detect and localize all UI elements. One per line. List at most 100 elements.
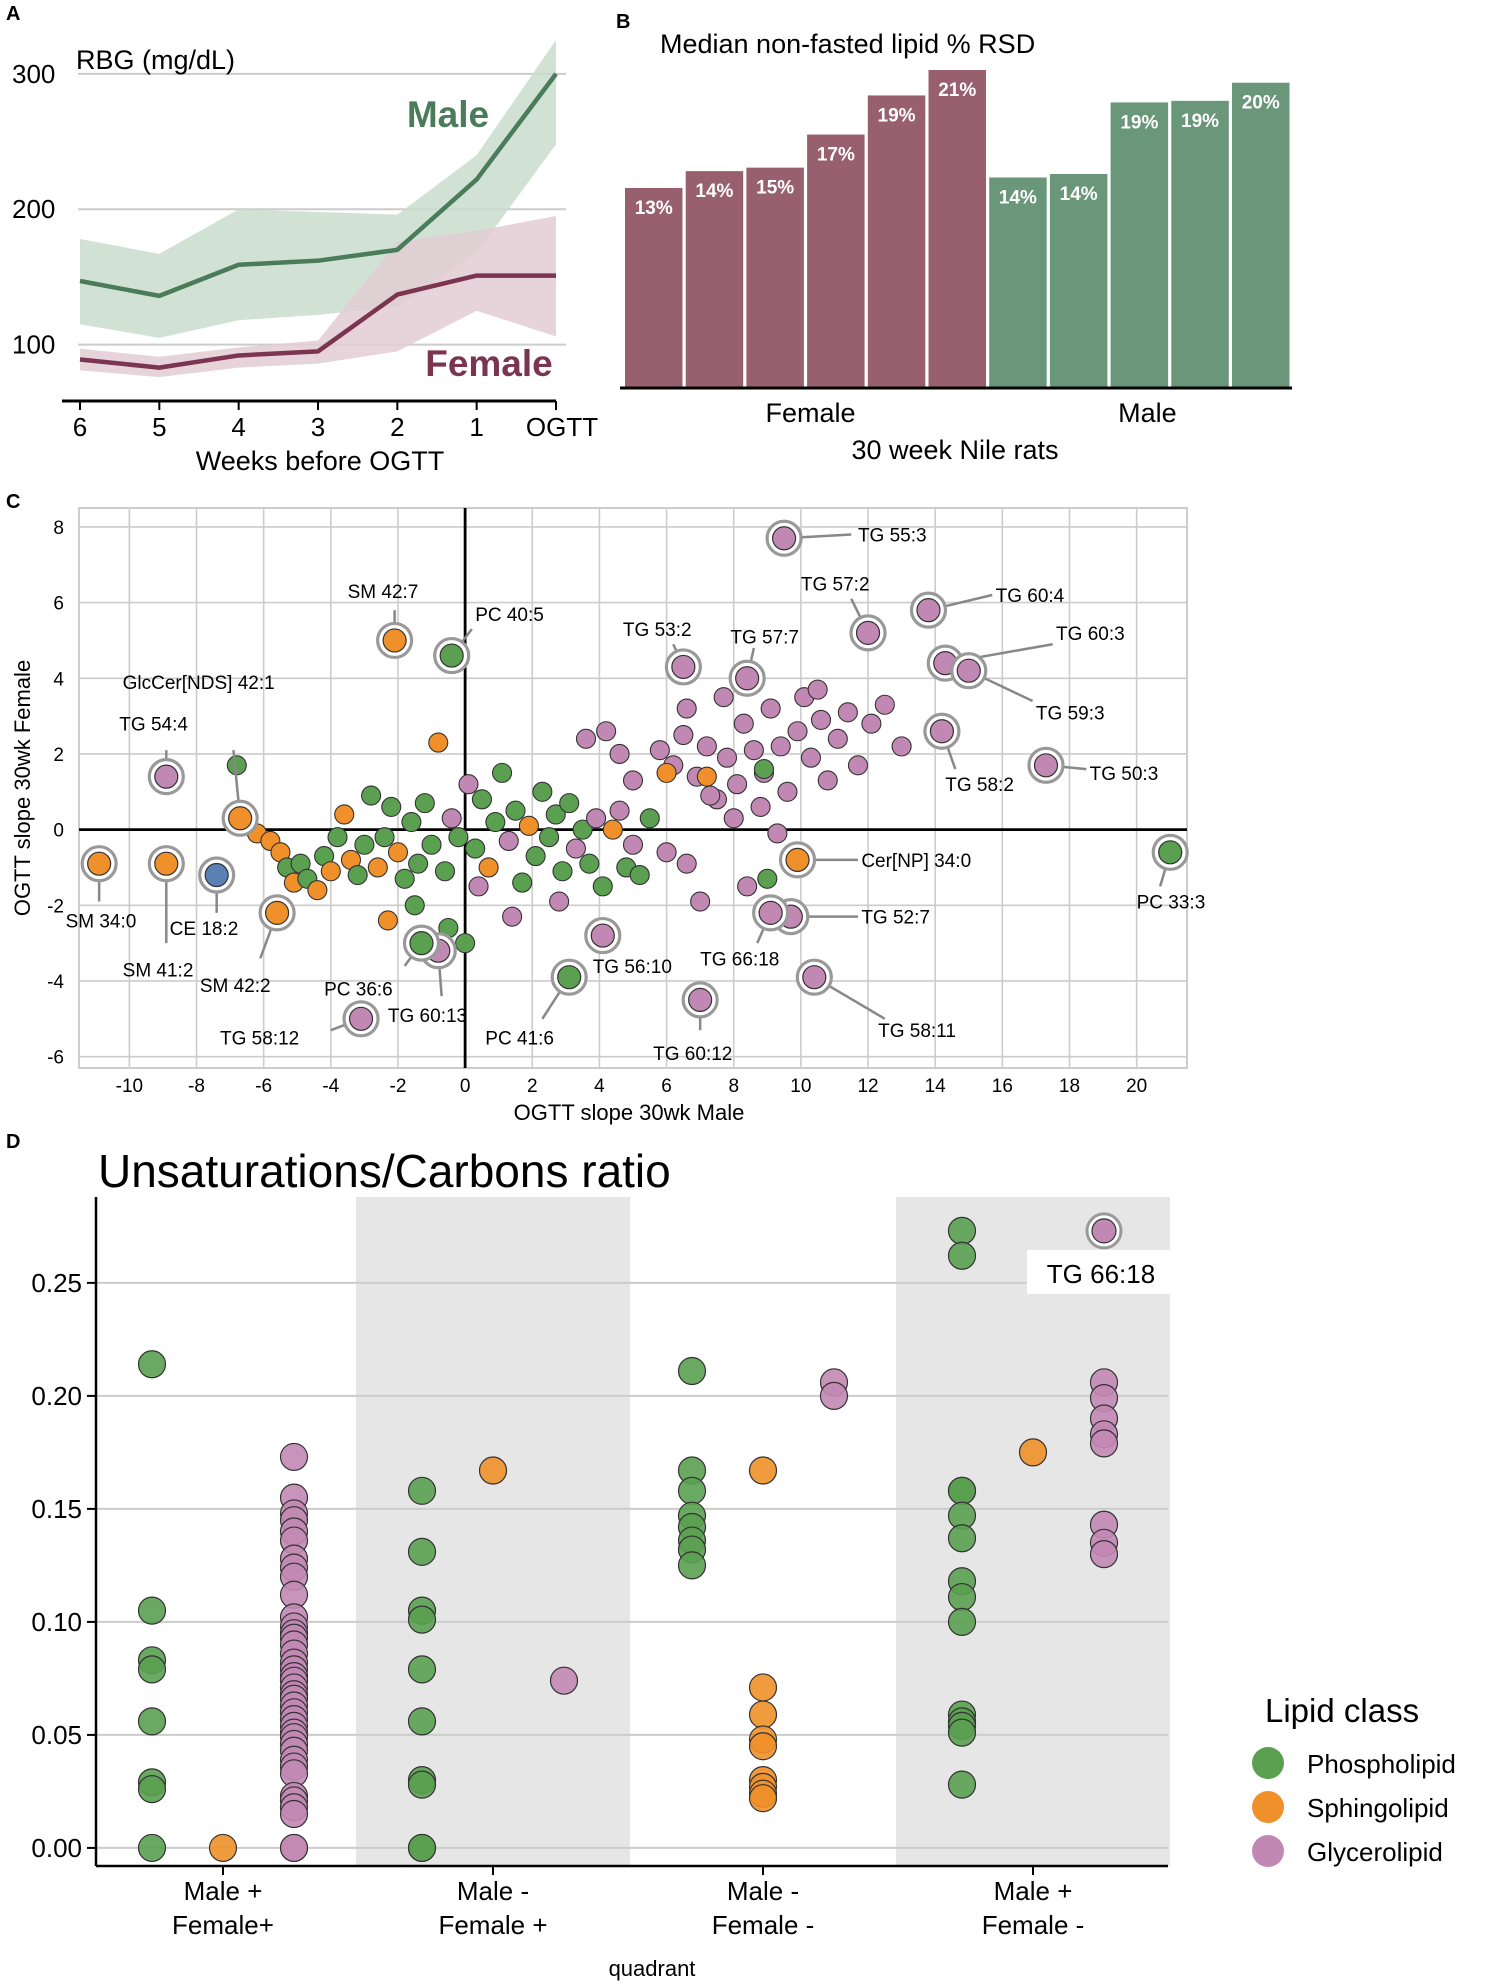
point-32 <box>465 838 486 859</box>
point-phospholipid-7 <box>137 1775 167 1804</box>
point-16 <box>354 834 375 855</box>
y-tick-0-20: 0.20 <box>31 1381 82 1411</box>
panel-a-x-label: Weeks before OGTT <box>196 446 445 476</box>
x-tick-3-line-2: Female - <box>712 1910 815 1940</box>
point-83 <box>861 713 882 734</box>
y-tick-0: 0 <box>53 821 64 842</box>
legend-items: Phospholipid Sphingolipid Glycerolipid <box>1252 1747 1456 1867</box>
legend-swatch-sphingolipid <box>1252 1791 1284 1823</box>
bar-male-3 <box>1110 102 1169 388</box>
highlight-point-pc-41-6 <box>557 965 582 990</box>
point-33 <box>471 789 492 810</box>
y-tick-4: 4 <box>53 669 64 690</box>
panel-letter-b: B <box>616 11 630 33</box>
shade-quadrant-2 <box>356 1197 630 1866</box>
point-42 <box>532 781 553 802</box>
bar-label-male-2: 14% <box>1060 184 1098 205</box>
y-tick-0-25: 0.25 <box>31 1268 82 1298</box>
panel-letter-a: A <box>6 3 20 25</box>
point-phospholipid-9 <box>407 1476 437 1505</box>
panel-b-title: Median non-fasted lipid % RSD <box>660 29 1035 59</box>
point-106 <box>807 679 828 700</box>
bar-label-male-1: 14% <box>999 187 1037 208</box>
bar-label-female-2: 14% <box>695 181 733 202</box>
bar-male-2 <box>1049 173 1108 388</box>
panel-a-y-ticks: 100 200 300 <box>12 59 55 360</box>
point-89 <box>767 823 788 844</box>
y-tick-0-00: 0.00 <box>31 1833 82 1863</box>
panel-c-gridlines <box>79 508 1187 1068</box>
panel-a-series-label-male: Male <box>407 94 489 135</box>
bar-female-2 <box>685 171 744 388</box>
point-glycerolipid-52 <box>1089 1540 1119 1569</box>
annotation-pc-33-3: PC 33:3 <box>1137 893 1206 914</box>
point-80 <box>827 728 848 749</box>
panel-c-points <box>226 679 912 954</box>
y-tick--2: -2 <box>47 896 64 917</box>
point-57 <box>575 728 597 749</box>
bar-label-female-4: 17% <box>817 145 855 166</box>
highlight-point-tg-53-2 <box>671 654 696 680</box>
annotation-tg-58-2: TG 58:2 <box>945 775 1014 796</box>
point-39 <box>512 872 533 893</box>
highlight-point-sm-34-0 <box>87 851 112 876</box>
panel-d-points <box>137 1212 1123 1863</box>
bar-female-4 <box>807 134 865 388</box>
point-24 <box>408 853 429 874</box>
y-tick-200: 200 <box>12 194 55 224</box>
point-84 <box>874 694 895 715</box>
y-tick-0-10: 0.10 <box>31 1607 82 1637</box>
point-13 <box>334 804 355 825</box>
point-78 <box>810 709 832 730</box>
panel-c-annotations: TG 55:3 TG 57:2 TG 60:4 TG 60:3 TG 59:3 TG 53… <box>66 525 1206 1064</box>
point-phospholipid-10 <box>407 1537 437 1566</box>
line-male <box>79 72 558 299</box>
x-tick-1-line-2: Female+ <box>172 1910 274 1940</box>
shade-quadrant-4 <box>896 1197 1170 1866</box>
x-tick-1: 1 <box>469 412 483 442</box>
x-tick-2-line-1: Male - <box>457 1876 529 1906</box>
point-96 <box>502 906 523 927</box>
x-tick--10: -10 <box>116 1076 143 1097</box>
x-tick-6: 6 <box>661 1076 672 1097</box>
panel-a-series-label-female: Female <box>425 343 553 384</box>
annotation-tg-55-3: TG 55:3 <box>858 525 927 546</box>
point-tg-66-18 <box>1091 1218 1117 1244</box>
point-44 <box>545 804 566 825</box>
point-108 <box>656 762 677 783</box>
point-11 <box>320 861 341 882</box>
x-tick-12: 12 <box>857 1076 878 1097</box>
point-sphingolipid-3 <box>748 1456 778 1485</box>
legend-label-sphingolipid: Sphingolipid <box>1307 1793 1449 1823</box>
x-tick-14: 14 <box>925 1076 947 1097</box>
x-tick-2: 2 <box>390 412 404 442</box>
point-phospholipid-26 <box>677 1551 707 1580</box>
point-58 <box>596 721 617 742</box>
point-93 <box>737 876 758 897</box>
annotation-tg-57-7: TG 57:7 <box>730 628 799 649</box>
point-phospholipid-4 <box>137 1655 167 1684</box>
panel-letter-d: D <box>6 1131 20 1153</box>
point-72 <box>760 698 781 719</box>
point-sphingolipid-4 <box>748 1673 778 1702</box>
point-34 <box>478 857 499 878</box>
point-phospholipid-18 <box>407 1833 437 1863</box>
highlight-point-tg-58-12 <box>348 1006 374 1031</box>
panel-d-title: Unsaturations/Carbons ratio <box>98 1145 671 1197</box>
bar-female-5 <box>867 95 926 388</box>
group-label-female: Female <box>765 398 855 428</box>
annotation-cer-np-34-0: Cer[NP] 34:0 <box>861 851 971 872</box>
x-tick-3-line-1: Male - <box>727 1876 799 1906</box>
highlight-point-sm-41-2 <box>154 851 179 876</box>
point-95 <box>549 891 570 912</box>
x-tick-2: 2 <box>527 1076 538 1097</box>
panel-c-y-label: OGTT slope 30wk Female <box>10 660 35 916</box>
point-82 <box>847 755 869 776</box>
highlight-point-tg-58-2 <box>929 719 954 744</box>
point-63 <box>673 724 694 746</box>
annotation-sm-42-7: SM 42:7 <box>348 582 419 603</box>
point-glycerolipid-38 <box>279 1799 309 1829</box>
panel-c: C -10 -8 -6 -4 -2 0 2 4 6 8 10 12 14 16 18 20 -6 -4 -2 0 2 4 6… <box>6 491 1205 1125</box>
highlight-point-ce-18-2 <box>204 862 229 888</box>
annotation-sm-34-0: SM 34:0 <box>66 911 137 932</box>
